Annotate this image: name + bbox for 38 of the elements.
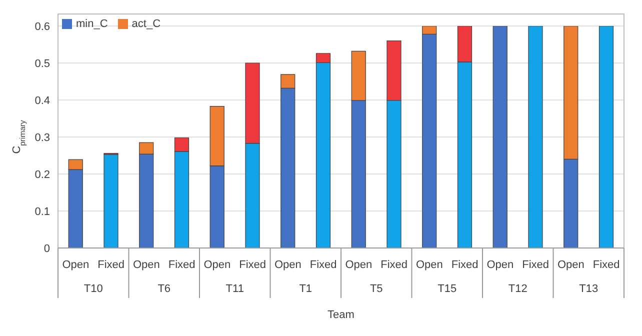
x-tick-label: Fixed bbox=[592, 259, 620, 271]
y-tick-label: 0.5 bbox=[34, 58, 50, 70]
x-tick-label: Fixed bbox=[168, 259, 196, 271]
x-tick-label: Fixed bbox=[310, 259, 337, 271]
text: T11 bbox=[226, 283, 244, 295]
x-tick-label: Open bbox=[345, 259, 372, 271]
text: T6 bbox=[158, 283, 171, 295]
text: T1 bbox=[299, 283, 312, 295]
x-axis-title: Team bbox=[328, 309, 354, 321]
x-tick-label: Open bbox=[486, 259, 514, 271]
legend-label: min_C bbox=[76, 18, 108, 30]
y-tick-label: 0.4 bbox=[34, 94, 50, 107]
y-tick-label: 0 bbox=[44, 242, 50, 255]
text: T13 bbox=[579, 283, 598, 295]
y-tick-label: 0.3 bbox=[34, 132, 50, 144]
x-tick-label: Open bbox=[557, 259, 584, 271]
text: T15 bbox=[438, 283, 457, 295]
x-tick-label: Open bbox=[132, 259, 160, 271]
x-tick-label: Fixed bbox=[380, 259, 408, 271]
text: T12 bbox=[508, 283, 528, 295]
y-tick-label: 0.1 bbox=[34, 206, 50, 218]
y-tick-label: 0.2 bbox=[34, 168, 50, 181]
x-tick-label: Open bbox=[204, 259, 231, 271]
legend-label: act_C bbox=[132, 18, 161, 30]
x-tick-label: Fixed bbox=[98, 259, 125, 271]
y-tick-label: 0.6 bbox=[34, 20, 50, 33]
x-tick-label: Fixed bbox=[522, 259, 550, 271]
x-tick-label: Fixed bbox=[451, 259, 478, 271]
x-tick-label: Open bbox=[62, 259, 90, 271]
text: T5 bbox=[370, 283, 383, 295]
bar bbox=[104, 154, 118, 248]
x-tick-label: Open bbox=[274, 259, 302, 271]
x-tick-label: Fixed bbox=[239, 259, 266, 271]
bar bbox=[598, 26, 614, 248]
bar bbox=[528, 26, 543, 248]
x-tick-label: Open bbox=[416, 259, 443, 271]
bar bbox=[492, 26, 508, 248]
text: T10 bbox=[84, 283, 103, 295]
